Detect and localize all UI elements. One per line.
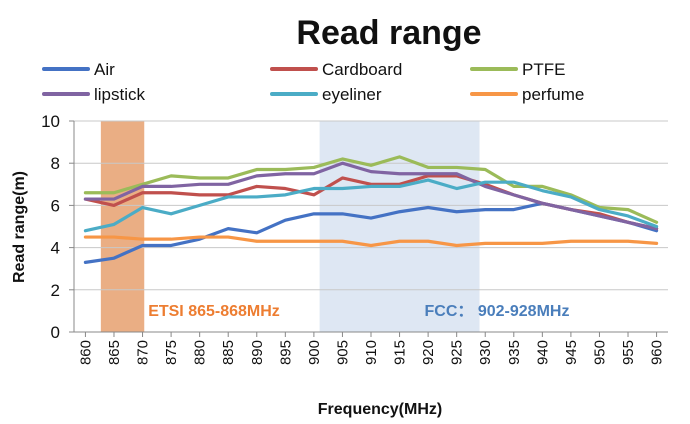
series-line-lipstick <box>83 161 659 231</box>
legend: Air Cardboard PTFE lipstick eyeliner perfume <box>42 60 584 104</box>
x-tick-label: 860 <box>77 340 94 365</box>
x-tick-label: 940 <box>534 340 551 365</box>
legend-label-perfume: perfume <box>522 85 584 104</box>
y-tick-label: 0 <box>51 323 60 342</box>
x-axis-label: Frequency(MHz) <box>318 401 442 418</box>
band-labels: ETSI 865-868MHz FCC： 902-928MHz <box>148 303 569 320</box>
y-tick-label: 4 <box>51 239 60 258</box>
legend-label-eyeliner: eyeliner <box>322 85 382 104</box>
legend-label-lipstick: lipstick <box>94 85 146 104</box>
x-tick-label: 905 <box>334 340 351 365</box>
y-tick-label: 6 <box>51 196 60 215</box>
x-tick-label: 885 <box>220 340 237 365</box>
legend-label-air: Air <box>94 60 115 79</box>
x-tick-label: 920 <box>420 340 437 365</box>
legend-label-ptfe: PTFE <box>522 60 565 79</box>
gridlines <box>74 120 668 291</box>
y-tick-label: 10 <box>41 112 60 131</box>
x-tick-label: 930 <box>477 340 494 365</box>
frequency-bands <box>100 121 480 332</box>
x-tick-label: 945 <box>563 340 580 365</box>
x-tick-label: 910 <box>363 340 380 365</box>
series-line-ptfe <box>83 155 659 224</box>
x-tick-label: 870 <box>135 340 152 365</box>
x-tick-label: 925 <box>449 340 466 365</box>
axes: 0 2 4 6 8 10 860 865 870 875 880 885 890 895 900 905 910… <box>41 112 668 365</box>
band-1 <box>319 121 480 332</box>
band-label-1: FCC： 902-928MHz <box>425 303 570 320</box>
x-tick-label: 895 <box>277 340 294 365</box>
x-tick-label: 875 <box>163 340 180 365</box>
x-tick-label: 890 <box>249 340 266 365</box>
x-tick-label: 900 <box>306 340 323 365</box>
series-line-eyeliner <box>83 178 659 233</box>
x-tick-label: 960 <box>649 340 666 365</box>
y-axis-label: Read range(m) <box>11 171 28 283</box>
y-tick-label: 2 <box>51 281 60 300</box>
x-tick-label: 935 <box>506 340 523 365</box>
x-tick-label: 865 <box>106 340 123 365</box>
x-tick-label: 955 <box>620 340 637 365</box>
band-label-0: ETSI 865-868MHz <box>148 303 280 320</box>
x-tick-label: 880 <box>192 340 209 365</box>
x-tick-label: 915 <box>392 340 409 365</box>
x-tick-label: 950 <box>591 340 608 365</box>
chart-title: Read range <box>296 14 481 52</box>
series-line-perfume <box>83 235 659 248</box>
legend-label-cardboard: Cardboard <box>322 60 402 79</box>
series-lines <box>83 155 659 264</box>
y-tick-label: 8 <box>51 154 60 173</box>
